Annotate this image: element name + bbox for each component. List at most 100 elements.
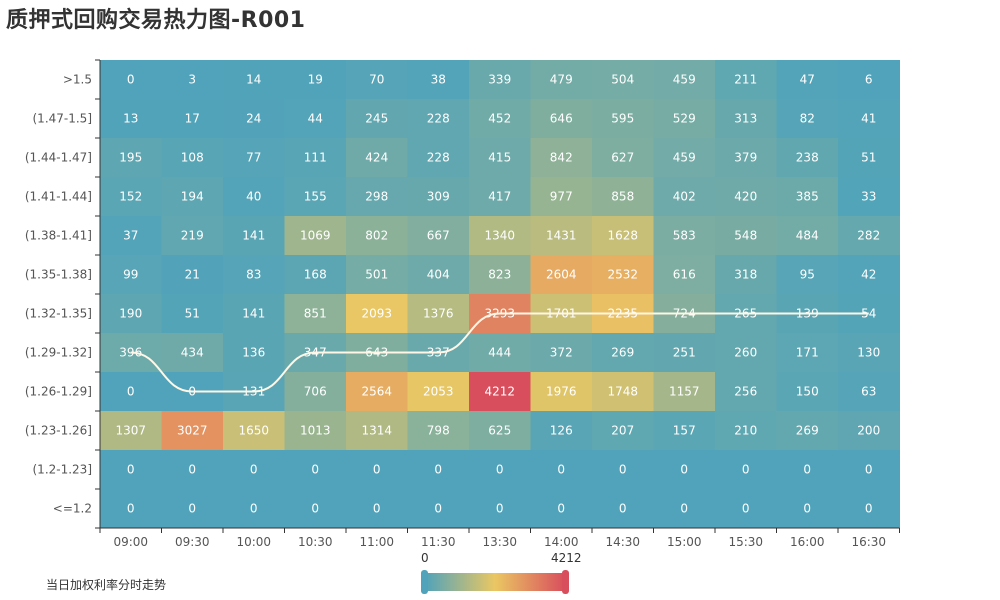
heatmap-cell[interactable] [776,333,839,373]
heatmap-cell[interactable] [715,411,777,451]
heatmap-cell[interactable] [838,255,900,295]
heatmap-cell[interactable] [407,138,470,178]
heatmap-cell[interactable] [346,489,408,529]
heatmap-cell[interactable] [715,489,777,529]
heatmap-cell[interactable] [592,255,654,295]
heatmap-cell[interactable] [715,177,777,217]
heatmap-cell[interactable] [838,411,900,451]
heatmap-cell[interactable] [653,138,716,178]
heatmap-cell[interactable] [653,450,716,490]
heatmap-cell[interactable] [161,177,224,217]
heatmap-cell[interactable] [223,138,285,178]
heatmap-cell[interactable] [838,138,900,178]
heatmap-cell[interactable] [469,216,531,256]
heatmap-cell[interactable] [284,450,347,490]
heatmap-cell[interactable] [346,177,408,217]
heatmap-cell[interactable] [653,60,716,100]
heatmap-cell[interactable] [592,411,654,451]
heatmap-cell[interactable] [346,138,408,178]
heatmap-cell[interactable] [100,60,162,100]
heatmap-cell[interactable] [653,333,716,373]
heatmap-cell[interactable] [100,255,162,295]
heatmap-cell[interactable] [530,255,593,295]
heatmap-cell[interactable] [776,255,839,295]
heatmap-cell[interactable] [715,372,777,412]
heatmap-cell[interactable] [284,411,347,451]
heatmap-cell[interactable] [407,294,470,334]
heatmap-cell[interactable] [530,177,593,217]
heatmap-cell[interactable] [469,60,531,100]
heatmap-cell[interactable] [346,372,408,412]
heatmap-cell[interactable] [100,99,162,139]
heatmap-cell[interactable] [223,450,285,490]
heatmap-cell[interactable] [161,294,224,334]
heatmap-cell[interactable] [653,411,716,451]
heatmap-cell[interactable] [530,450,593,490]
heatmap-cell[interactable] [100,138,162,178]
heatmap-cell[interactable] [469,177,531,217]
heatmap-cell[interactable] [838,177,900,217]
heatmap-cell[interactable] [715,138,777,178]
heatmap-cell[interactable] [100,177,162,217]
heatmap-cell[interactable] [223,411,285,451]
heatmap-cell[interactable] [161,99,224,139]
heatmap-cell[interactable] [284,216,347,256]
heatmap-cell[interactable] [469,411,531,451]
heatmap-cell[interactable] [100,294,162,334]
heatmap-cell[interactable] [776,99,839,139]
heatmap-cell[interactable] [838,216,900,256]
heatmap-cell[interactable] [284,99,347,139]
heatmap-cell[interactable] [715,450,777,490]
heatmap-cell[interactable] [346,99,408,139]
heatmap-cell[interactable] [838,450,900,490]
heatmap-cell[interactable] [284,294,347,334]
heatmap-cell[interactable] [407,372,470,412]
heatmap-cell[interactable] [653,372,716,412]
heatmap-cell[interactable] [223,99,285,139]
heatmap-cell[interactable] [592,489,654,529]
heatmap-cell[interactable] [838,333,900,373]
heatmap-cell[interactable] [838,99,900,139]
heatmap-cell[interactable] [161,333,224,373]
heatmap-cell[interactable] [776,60,839,100]
heatmap-cell[interactable] [161,138,224,178]
heatmap-cell[interactable] [592,60,654,100]
heatmap-cell[interactable] [530,60,593,100]
heatmap-cell[interactable] [161,450,224,490]
heatmap-cell[interactable] [223,333,285,373]
visualmap-max-handle[interactable] [562,570,569,594]
heatmap-cell[interactable] [715,99,777,139]
heatmap-cell[interactable] [284,372,347,412]
heatmap-cell[interactable] [161,489,224,529]
heatmap-cell[interactable] [407,216,470,256]
heatmap-cell[interactable] [715,333,777,373]
heatmap-cell[interactable] [592,372,654,412]
visualmap-min-handle[interactable] [421,570,428,594]
heatmap-cell[interactable] [469,450,531,490]
heatmap-cell[interactable] [530,333,593,373]
heatmap-cell[interactable] [407,255,470,295]
heatmap-cell[interactable] [530,489,593,529]
heatmap-cell[interactable] [715,255,777,295]
heatmap-cell[interactable] [469,138,531,178]
heatmap-cell[interactable] [530,216,593,256]
heatmap-cell[interactable] [284,60,347,100]
heatmap-cell[interactable] [653,99,716,139]
heatmap-cell[interactable] [161,60,224,100]
heatmap-cell[interactable] [223,177,285,217]
heatmap-cell[interactable] [776,372,839,412]
heatmap-cell[interactable] [838,60,900,100]
heatmap-cell[interactable] [530,99,593,139]
heatmap-cell[interactable] [653,177,716,217]
heatmap-cell[interactable] [407,411,470,451]
heatmap-cell[interactable] [346,216,408,256]
heatmap-cell[interactable] [530,411,593,451]
visualmap-gradient-bar[interactable] [425,573,565,591]
heatmap-cell[interactable] [161,216,224,256]
heatmap-cell[interactable] [469,489,531,529]
heatmap-cell[interactable] [346,255,408,295]
heatmap-cell[interactable] [715,216,777,256]
heatmap-cell[interactable] [592,333,654,373]
heatmap-cell[interactable] [776,177,839,217]
heatmap-cell[interactable] [407,489,470,529]
